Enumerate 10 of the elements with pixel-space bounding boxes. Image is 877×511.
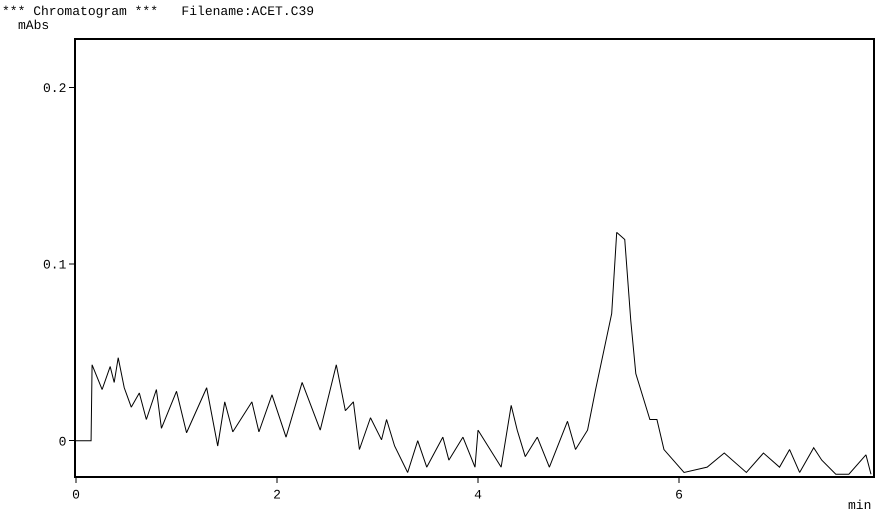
x-tick-label: 6 [675,488,683,503]
x-tick-label: 4 [474,488,482,503]
y-axis-title: mAbs [18,18,50,33]
y-tick-label: 0.1 [42,258,67,273]
x-axis-title: min [848,498,872,511]
y-tick-label: 0.2 [42,81,66,96]
x-tick-label: 2 [273,488,281,503]
chart-title: *** Chromatogram *** Filename:ACET.C39 [2,4,314,19]
y-tick-label: 0 [58,434,66,450]
x-tick-label: 0 [72,488,80,503]
